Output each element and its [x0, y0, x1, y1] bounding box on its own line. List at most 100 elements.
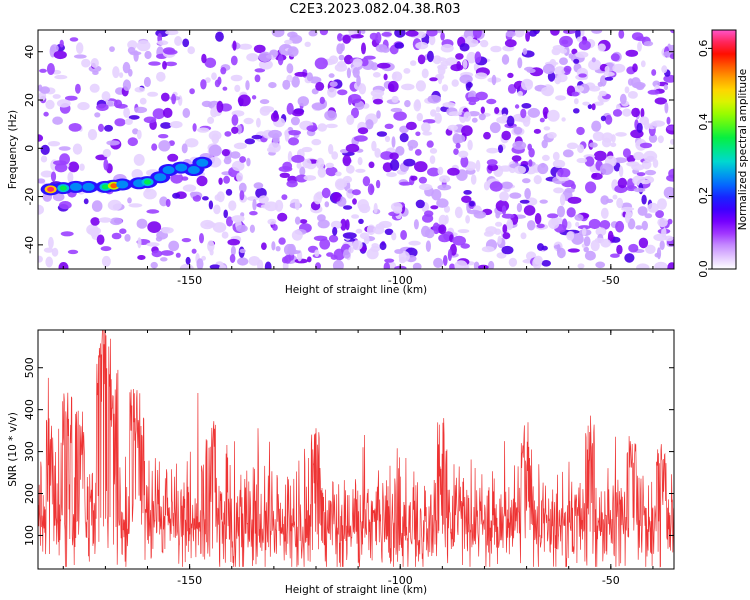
- noise-blob: [643, 150, 658, 162]
- noise-blob: [408, 145, 414, 151]
- noise-blob: [533, 128, 542, 134]
- noise-blob: [595, 227, 607, 237]
- noise-blob: [314, 57, 328, 70]
- noise-blob: [521, 78, 533, 91]
- plot-frame: [37, 329, 675, 570]
- noise-blob: [249, 224, 255, 233]
- noise-blob: [107, 100, 114, 107]
- noise-blob: [372, 98, 384, 105]
- signal-core: [154, 173, 167, 182]
- noise-blob: [122, 61, 131, 74]
- noise-blob: [514, 165, 526, 175]
- noise-blob: [160, 250, 174, 256]
- noise-blob: [547, 132, 557, 139]
- noise-blob: [627, 78, 634, 86]
- noise-blob: [509, 192, 522, 199]
- noise-blob: [589, 142, 598, 148]
- noise-blob: [580, 30, 585, 37]
- noise-blob: [325, 123, 338, 129]
- noise-blob: [543, 126, 551, 131]
- noise-blob: [237, 94, 251, 107]
- noise-blob: [386, 172, 397, 178]
- noise-blob: [379, 241, 387, 251]
- noise-blob: [656, 247, 662, 260]
- colorbar-tick-label: 0.4: [697, 113, 710, 131]
- noise-blob: [426, 50, 434, 63]
- noise-blob: [96, 234, 105, 245]
- noise-blob: [459, 74, 473, 84]
- noise-blob: [222, 86, 228, 91]
- noise-blob: [317, 167, 326, 178]
- noise-blob: [238, 182, 247, 193]
- noise-blob: [664, 102, 669, 114]
- noise-blob: [591, 57, 596, 63]
- noise-blob: [268, 129, 282, 139]
- noise-blob: [566, 231, 575, 241]
- noise-blob: [610, 253, 620, 258]
- noise-blob: [230, 151, 241, 159]
- noise-blob: [438, 224, 447, 235]
- noise-blob: [303, 175, 317, 181]
- noise-blob: [294, 198, 300, 211]
- noise-blob: [457, 229, 470, 234]
- noise-blob: [641, 194, 647, 205]
- noise-blob: [345, 219, 350, 231]
- noise-blob: [111, 232, 122, 240]
- noise-blob: [227, 238, 240, 246]
- noise-blob: [373, 202, 378, 214]
- noise-blob: [526, 68, 536, 73]
- noise-blob: [384, 123, 394, 129]
- noise-blob: [501, 130, 512, 141]
- noise-blob: [277, 212, 288, 222]
- noise-blob: [87, 228, 95, 235]
- noise-blob: [236, 172, 244, 182]
- noise-blob: [352, 67, 360, 78]
- noise-blob: [330, 220, 342, 229]
- noise-blob: [566, 221, 572, 230]
- noise-blob: [512, 140, 527, 150]
- noise-blob: [68, 161, 80, 173]
- noise-blob: [131, 169, 143, 180]
- noise-blob: [48, 236, 54, 249]
- noise-blob: [151, 143, 158, 151]
- noise-blob: [547, 213, 559, 219]
- noise-blob: [410, 60, 417, 66]
- noise-blob: [395, 146, 405, 156]
- noise-blob: [478, 113, 486, 121]
- colorbar: 0.0 0.2 0.4 0.6 Normalized spectral amplitud…: [697, 29, 749, 278]
- noise-blob: [324, 201, 330, 208]
- noise-blob: [258, 51, 272, 62]
- noise-blob: [578, 40, 591, 51]
- noise-blob: [619, 93, 627, 105]
- noise-blob: [199, 233, 204, 244]
- noise-blob: [146, 209, 160, 214]
- noise-blob: [539, 199, 548, 204]
- noise-blob: [315, 262, 321, 269]
- noise-blob: [128, 203, 143, 208]
- noise-blob: [415, 199, 425, 209]
- noise-blob: [221, 149, 230, 157]
- noise-blob: [432, 55, 442, 65]
- noise-blob: [631, 164, 645, 171]
- noise-blob: [657, 198, 667, 210]
- noise-blob: [313, 192, 323, 205]
- noise-blob: [228, 200, 237, 211]
- noise-blob: [383, 262, 390, 269]
- noise-blob: [601, 137, 612, 148]
- noise-blob: [432, 222, 440, 235]
- signal-core: [175, 163, 188, 172]
- noise-blob: [424, 228, 435, 239]
- noise-blob: [421, 122, 431, 133]
- noise-blob: [621, 206, 635, 212]
- noise-blob: [365, 119, 374, 130]
- noise-blob: [370, 184, 375, 194]
- noise-blob: [591, 30, 603, 34]
- noise-blob: [472, 30, 482, 39]
- noise-blob: [311, 138, 322, 146]
- noise-blob: [109, 217, 123, 226]
- noise-blob: [239, 248, 246, 254]
- noise-blob: [588, 85, 601, 92]
- noise-blob: [252, 199, 257, 211]
- noise-blob: [481, 246, 495, 253]
- noise-blob: [209, 249, 214, 256]
